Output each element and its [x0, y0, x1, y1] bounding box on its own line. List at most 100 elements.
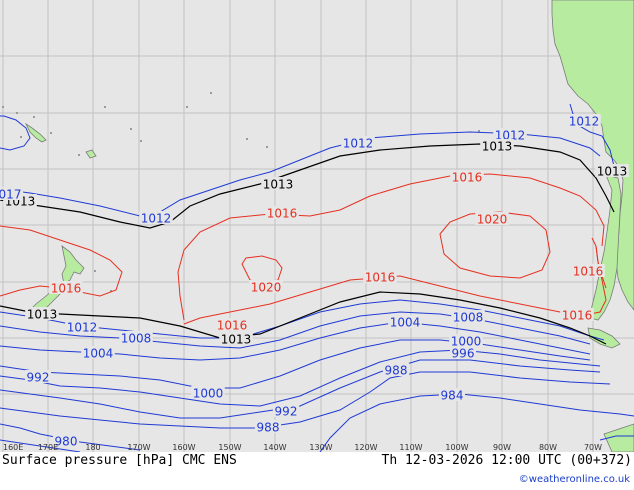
longitude-tick-label: 140W	[263, 443, 286, 452]
pressure-map: 1012 1012 1012 1012 1012 1013 1013 1013 1013 1013…	[0, 0, 634, 452]
longitude-tick-label: 130W	[309, 443, 332, 452]
isobar-label: 1004	[83, 347, 114, 361]
south-america	[551, 0, 634, 311]
isobar-label: 1013	[597, 165, 628, 179]
isobar-label-bg	[119, 331, 153, 344]
tierra-del-fuego	[587, 327, 621, 349]
isobar-label-bg	[25, 307, 59, 320]
isobar-label-bg	[382, 363, 410, 376]
isobar-label: 984	[441, 389, 464, 403]
isobar-label-bg	[363, 270, 397, 283]
reference-isobars	[0, 143, 615, 345]
isobar-label-bg	[81, 346, 115, 359]
isobar-label: 1012	[67, 321, 98, 335]
isobar-1013-north	[0, 143, 615, 229]
isobar-996	[0, 349, 601, 407]
isobar-label: 988	[257, 421, 280, 435]
isobar-label-bg	[451, 310, 485, 323]
isobar-1012-south	[0, 299, 605, 341]
isobar-label-bg	[595, 164, 629, 177]
isobar-label-bg	[249, 280, 283, 293]
isobar-label: 1012	[569, 115, 600, 129]
isobar-label: 1013	[27, 308, 58, 322]
longitude-tick-label: 80W	[539, 443, 557, 452]
isobar-label: 1016	[267, 207, 298, 221]
longitude-tick-label: 160E	[3, 443, 23, 452]
isobar-1013-south	[0, 291, 607, 345]
new-caledonia	[24, 122, 47, 143]
isobar-label-bg	[191, 386, 225, 399]
isobar-label: 980	[55, 435, 78, 449]
isobar-label-bg	[272, 404, 300, 417]
longitude-tick-label: 110W	[399, 443, 422, 452]
isobar-label-bg	[341, 136, 375, 149]
isobar-labels: 1012101210121012101210131013101310131013…	[0, 114, 629, 449]
longitude-axis: 160E 170E 180 170W 160W 150W 140W 130W 120W 110W 1…	[3, 443, 602, 452]
isobar-label: 1016	[365, 271, 396, 285]
isobar-label: 992	[27, 371, 50, 385]
fiji	[85, 149, 97, 159]
isobar-label-bg	[265, 206, 299, 219]
map-footer: Surface pressure [hPa] CMC ENS Th 12-03-…	[0, 452, 634, 490]
isobar-far-south-1	[0, 439, 81, 452]
isobar-label-bg	[560, 308, 594, 321]
isobar-label-bg	[480, 139, 514, 152]
credit-link[interactable]: ©weatheronline.co.uk	[518, 474, 630, 485]
longitude-tick-label: 120W	[354, 443, 377, 452]
isobar-label-bg	[567, 114, 601, 127]
isobar-label-bg	[24, 370, 52, 383]
longitude-tick-label: 160W	[172, 443, 195, 452]
isobar-label-bg	[254, 420, 282, 433]
isobar-label: 1013	[482, 140, 513, 154]
isobar-label-bg	[49, 281, 83, 294]
isobar-label: 1016	[51, 282, 82, 296]
graticule	[0, 0, 634, 452]
isobar-label: 1020	[251, 281, 282, 295]
longitude-tick-label: 150W	[218, 443, 241, 452]
isobar-label: 017	[0, 188, 21, 202]
isobar-label: 988	[385, 364, 408, 378]
isobar-label: 996	[452, 347, 475, 361]
antarctic-peninsula	[603, 423, 634, 452]
map-title: Surface pressure [hPa] CMC ENS	[2, 453, 237, 468]
isobar-label-bg	[0, 187, 24, 200]
pacific-islands	[2, 92, 480, 292]
isobar-label: 1020	[477, 213, 508, 227]
isobar-label: 1016	[562, 309, 593, 323]
longitude-tick-label: 170W	[127, 443, 150, 452]
isobar-label: 1016	[573, 265, 604, 279]
valid-time: Th 12-03-2026 12:00 UTC (00+372)	[381, 453, 632, 468]
isobar-1016-upper	[177, 173, 605, 321]
isobar-label: 1000	[193, 387, 224, 401]
isobar-label: 1013	[221, 333, 252, 347]
isobar-label-bg	[261, 177, 295, 190]
isobar-label-bg	[449, 334, 483, 347]
longitude-tick-label: 90W	[493, 443, 511, 452]
isobar-label-bg	[438, 388, 466, 401]
isobar-label-bg	[493, 128, 527, 141]
isobar-label: 992	[275, 405, 298, 419]
isobar-label: 1008	[453, 311, 484, 325]
longitude-tick-label: 100W	[445, 443, 468, 452]
isobar-label: 1012	[343, 137, 374, 151]
isobar-label-bg	[52, 434, 80, 447]
isobar-label-bg	[388, 315, 422, 328]
isobar-label-bg	[475, 212, 509, 225]
isobar-label: 1013	[263, 178, 294, 192]
isobar-label: 1012	[141, 212, 172, 226]
isobar-se-corner	[599, 435, 634, 441]
isobar-1020-east	[439, 211, 551, 279]
isobar-1012-topleft	[0, 115, 31, 151]
isobar-label-bg	[449, 346, 477, 359]
isobar-label-bg	[65, 320, 99, 333]
isobar-label-bg	[139, 211, 173, 224]
isobar-label: 1000	[451, 335, 482, 349]
isobar-1008	[0, 311, 591, 349]
isobar-label-bg	[215, 318, 249, 331]
isobar-label: 1016	[217, 319, 248, 333]
isobar-label-bg	[219, 332, 253, 345]
isobar-988	[0, 371, 611, 429]
new-zealand-north	[61, 245, 85, 285]
longitude-tick-label: 170E	[38, 443, 58, 452]
isobar-label: 1016	[452, 171, 483, 185]
